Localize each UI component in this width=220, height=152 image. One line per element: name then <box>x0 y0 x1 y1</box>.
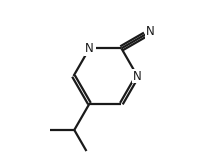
Text: N: N <box>133 69 142 83</box>
Text: N: N <box>146 25 155 38</box>
Text: N: N <box>85 42 94 55</box>
